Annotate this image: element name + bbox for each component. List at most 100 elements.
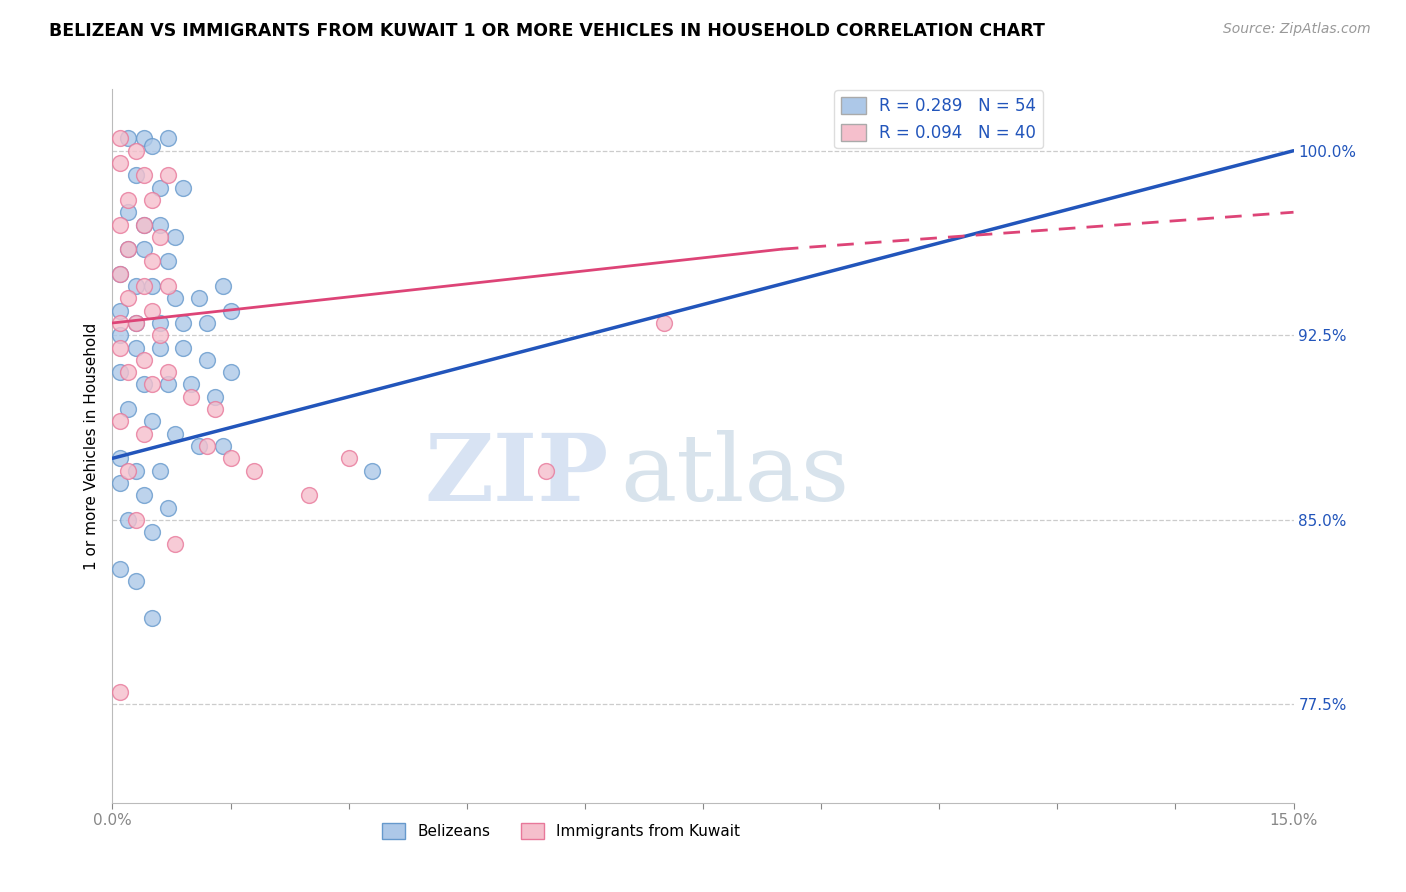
Point bbox=[125, 144, 148, 158]
Point bbox=[110, 451, 132, 466]
Point bbox=[110, 475, 132, 490]
Point bbox=[172, 316, 194, 330]
Point bbox=[141, 193, 163, 207]
Point bbox=[204, 390, 226, 404]
Point bbox=[534, 464, 557, 478]
Point bbox=[132, 218, 155, 232]
Text: BELIZEAN VS IMMIGRANTS FROM KUWAIT 1 OR MORE VEHICLES IN HOUSEHOLD CORRELATION C: BELIZEAN VS IMMIGRANTS FROM KUWAIT 1 OR … bbox=[49, 22, 1045, 40]
Point bbox=[117, 193, 139, 207]
Point bbox=[141, 611, 163, 625]
Point bbox=[110, 562, 132, 576]
Point bbox=[117, 464, 139, 478]
Point bbox=[195, 439, 218, 453]
Point bbox=[117, 291, 139, 305]
Point bbox=[125, 341, 148, 355]
Point bbox=[165, 537, 187, 551]
Point bbox=[243, 464, 266, 478]
Point bbox=[117, 513, 139, 527]
Point bbox=[149, 328, 172, 343]
Point bbox=[110, 303, 132, 318]
Point bbox=[110, 685, 132, 699]
Point bbox=[141, 138, 163, 153]
Point bbox=[125, 464, 148, 478]
Point bbox=[156, 500, 179, 515]
Point bbox=[172, 341, 194, 355]
Point bbox=[149, 316, 172, 330]
Point bbox=[132, 426, 155, 441]
Point bbox=[125, 279, 148, 293]
Point bbox=[117, 242, 139, 256]
Point bbox=[219, 451, 242, 466]
Point bbox=[117, 242, 139, 256]
Legend: Belizeans, Immigrants from Kuwait: Belizeans, Immigrants from Kuwait bbox=[377, 817, 747, 845]
Point bbox=[165, 230, 187, 244]
Point bbox=[141, 303, 163, 318]
Point bbox=[156, 131, 179, 145]
Point bbox=[117, 131, 139, 145]
Point bbox=[117, 402, 139, 417]
Point bbox=[132, 488, 155, 502]
Text: ZIP: ZIP bbox=[425, 430, 609, 519]
Point bbox=[132, 377, 155, 392]
Point bbox=[141, 525, 163, 540]
Point bbox=[188, 291, 211, 305]
Point bbox=[110, 316, 132, 330]
Point bbox=[219, 365, 242, 379]
Point bbox=[219, 303, 242, 318]
Point bbox=[652, 316, 675, 330]
Point bbox=[149, 218, 172, 232]
Point bbox=[156, 365, 179, 379]
Point bbox=[110, 218, 132, 232]
Point bbox=[117, 365, 139, 379]
Point bbox=[125, 316, 148, 330]
Point bbox=[141, 377, 163, 392]
Point bbox=[204, 402, 226, 417]
Point bbox=[195, 352, 218, 367]
Point bbox=[117, 205, 139, 219]
Point bbox=[149, 180, 172, 194]
Y-axis label: 1 or more Vehicles in Household: 1 or more Vehicles in Household bbox=[83, 322, 98, 570]
Point bbox=[132, 279, 155, 293]
Point bbox=[125, 316, 148, 330]
Point bbox=[141, 254, 163, 268]
Point bbox=[180, 377, 202, 392]
Point bbox=[188, 439, 211, 453]
Point bbox=[125, 513, 148, 527]
Point bbox=[165, 291, 187, 305]
Point bbox=[125, 169, 148, 183]
Point bbox=[110, 365, 132, 379]
Point bbox=[172, 180, 194, 194]
Point bbox=[156, 169, 179, 183]
Point bbox=[110, 414, 132, 428]
Point bbox=[149, 464, 172, 478]
Point bbox=[132, 131, 155, 145]
Point bbox=[110, 328, 132, 343]
Point bbox=[156, 254, 179, 268]
Point bbox=[195, 316, 218, 330]
Point bbox=[211, 279, 233, 293]
Point bbox=[337, 451, 360, 466]
Point bbox=[298, 488, 321, 502]
Point bbox=[132, 218, 155, 232]
Point bbox=[141, 414, 163, 428]
Point bbox=[165, 426, 187, 441]
Point bbox=[110, 131, 132, 145]
Point bbox=[132, 169, 155, 183]
Text: atlas: atlas bbox=[620, 430, 849, 519]
Point bbox=[180, 390, 202, 404]
Point bbox=[156, 377, 179, 392]
Point bbox=[156, 279, 179, 293]
Point bbox=[125, 574, 148, 589]
Point bbox=[110, 341, 132, 355]
Point bbox=[110, 267, 132, 281]
Point bbox=[132, 242, 155, 256]
Point bbox=[110, 156, 132, 170]
Point bbox=[149, 230, 172, 244]
Point bbox=[141, 279, 163, 293]
Point bbox=[149, 341, 172, 355]
Point bbox=[110, 267, 132, 281]
Point bbox=[132, 352, 155, 367]
Point bbox=[211, 439, 233, 453]
Text: Source: ZipAtlas.com: Source: ZipAtlas.com bbox=[1223, 22, 1371, 37]
Point bbox=[361, 464, 384, 478]
